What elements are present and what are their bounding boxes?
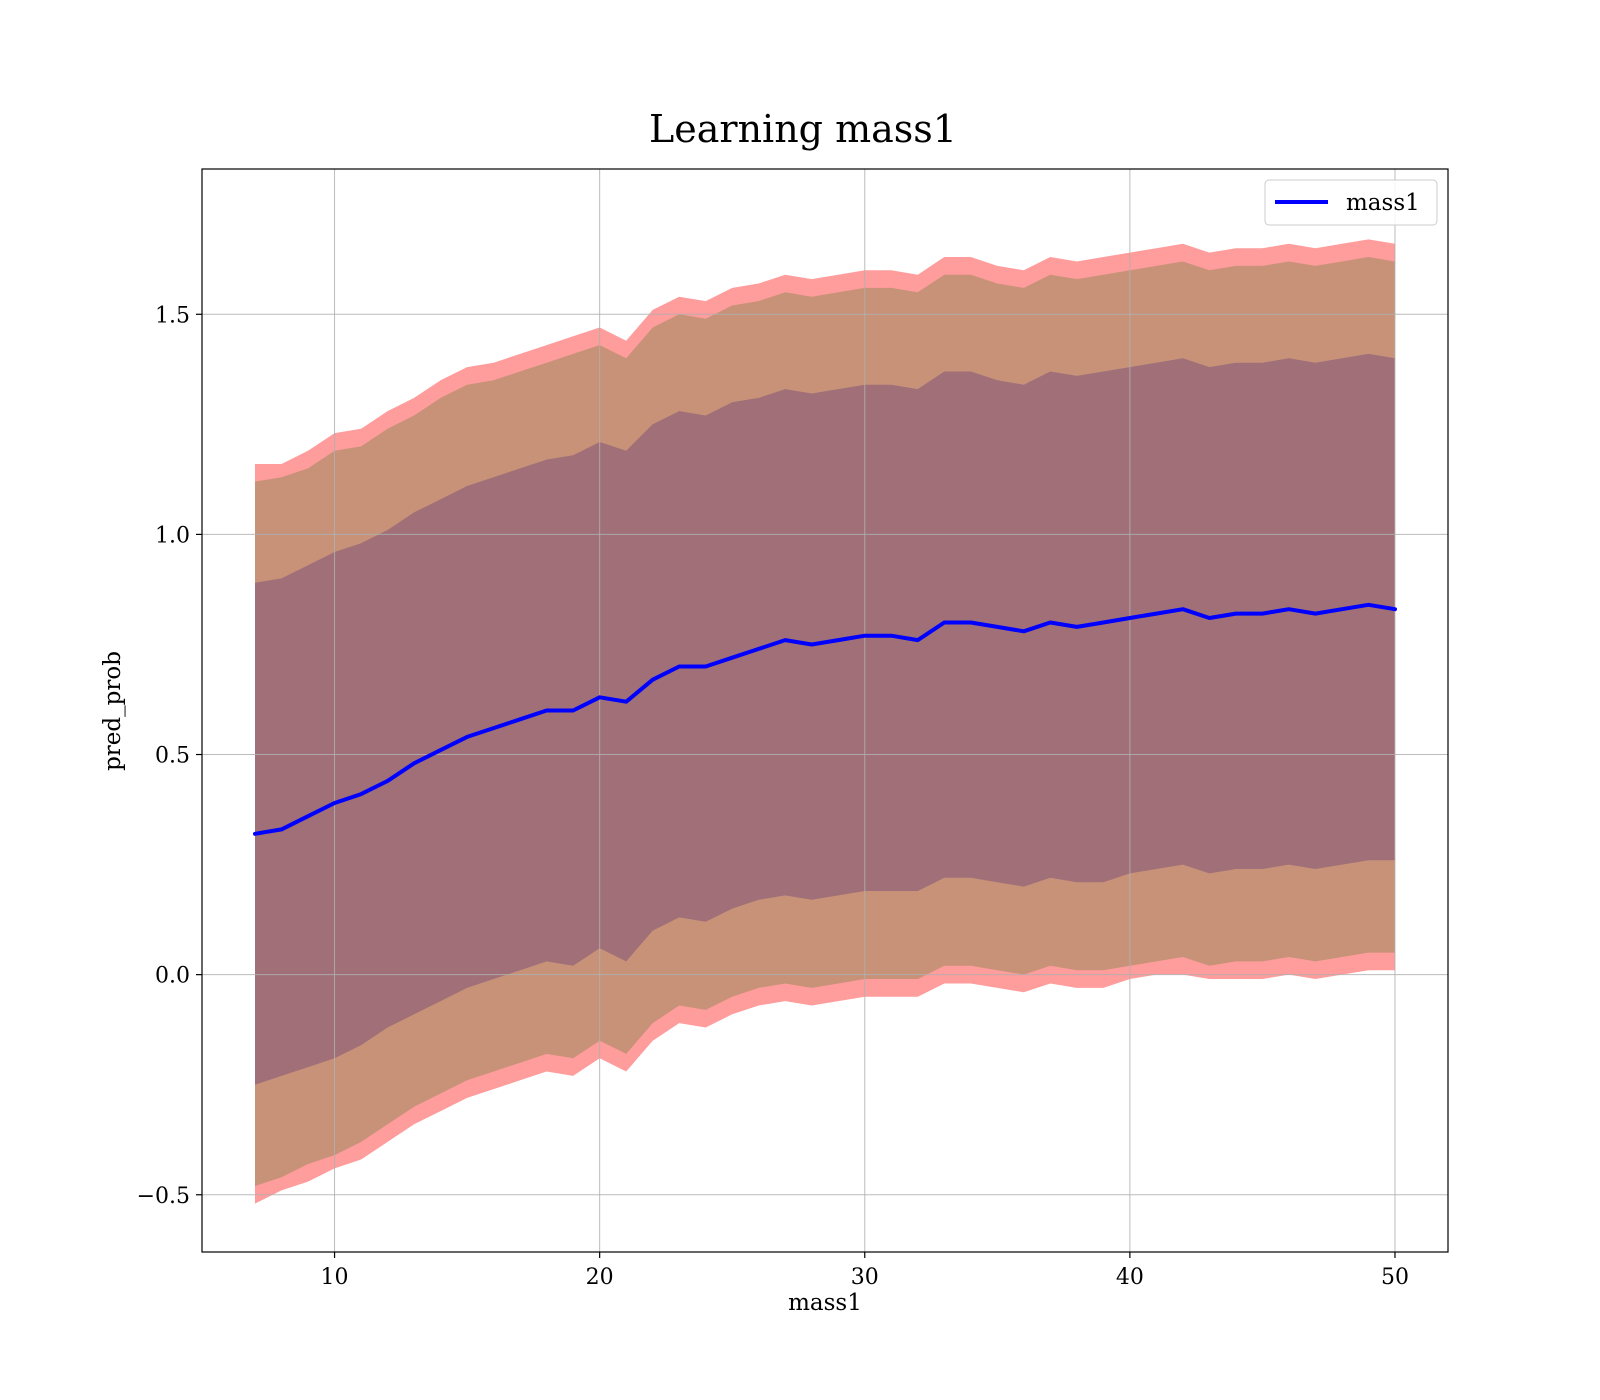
plot-frame: [201, 168, 1449, 1253]
band-inner: [255, 353, 1395, 1085]
y-tick-label: 0.5: [155, 744, 190, 769]
y-tick-label: −0.5: [137, 1184, 190, 1209]
x-tick-label: 50: [1381, 1265, 1409, 1290]
y-tick-label: 1.5: [155, 303, 190, 328]
series-line-mass1: [253, 602, 1397, 836]
legend: mass1: [1264, 179, 1438, 226]
y-axis-label: pred_prob: [100, 651, 126, 771]
axis-ticks: 10 20 30 40 50 −0.5 0.0 0.5 1.0 1.5: [137, 303, 1409, 1290]
x-tick-label: 10: [321, 1265, 349, 1290]
grid-lines: [202, 169, 1448, 1252]
legend-box: [1264, 179, 1438, 226]
x-axis-label: mass1: [788, 1290, 862, 1316]
uncertainty-bands: [255, 239, 1395, 1204]
x-tick-label: 40: [1116, 1265, 1144, 1290]
series-line-layer: [253, 602, 1397, 836]
x-tick-label: 30: [851, 1265, 879, 1290]
y-tick-label: 0.0: [155, 964, 190, 989]
legend-entry-label: mass1: [1346, 190, 1420, 216]
y-tick-label: 1.0: [155, 523, 190, 548]
chart-title: Learning mass1: [649, 107, 957, 151]
x-tick-label: 20: [586, 1265, 614, 1290]
